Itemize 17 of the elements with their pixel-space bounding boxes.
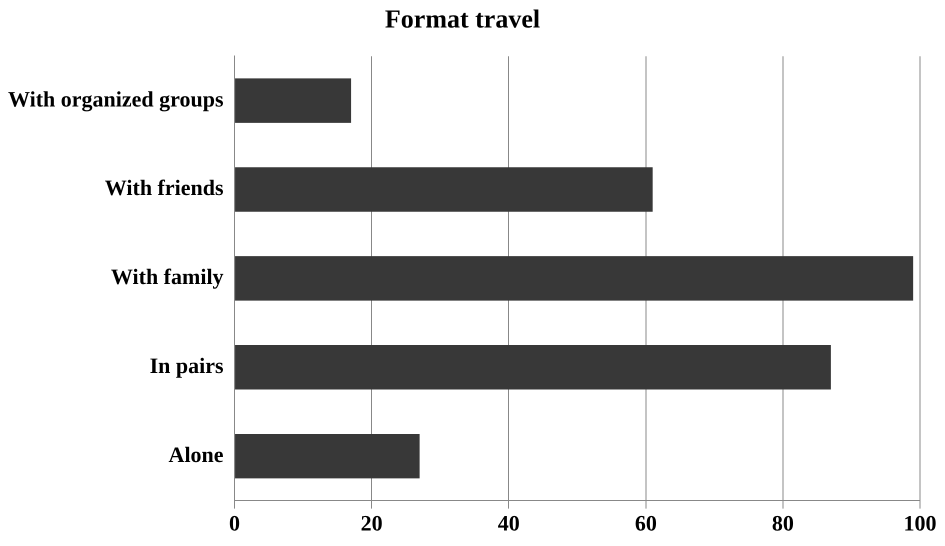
x-tick-label: 100 (904, 510, 936, 536)
bar (235, 256, 914, 301)
y-tick-label: In pairs (150, 352, 224, 378)
x-tick-label: 40 (498, 510, 520, 536)
bar (235, 78, 352, 123)
bar (235, 167, 653, 212)
x-tick-label: 80 (772, 510, 794, 536)
bar (235, 345, 831, 390)
chart-title: Format travel (384, 4, 540, 34)
y-tick-label: With organized groups (8, 86, 224, 112)
bar (235, 434, 420, 478)
x-tick-label: 0 (229, 510, 240, 536)
x-tick-label: 60 (634, 510, 657, 536)
y-tick-label: With family (110, 264, 224, 290)
x-tick-label: 20 (360, 510, 383, 536)
y-tick-label: With friends (104, 175, 224, 200)
y-tick-label: Alone (168, 442, 224, 467)
